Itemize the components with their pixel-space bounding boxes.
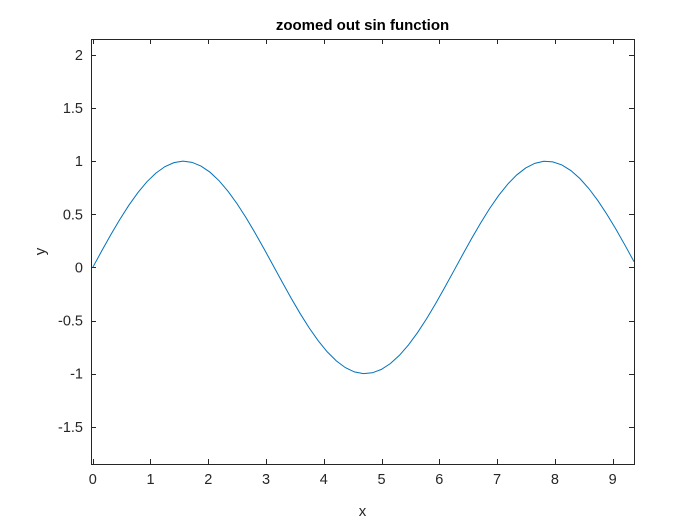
y-tick-label: 1.5 <box>63 101 83 117</box>
axes-box <box>91 39 635 465</box>
x-axis-label: x <box>359 503 367 520</box>
y-tick-label: 1 <box>75 154 83 170</box>
x-tick-label: 1 <box>146 472 154 488</box>
y-tick-label: 2 <box>75 48 83 64</box>
x-tick-label: 5 <box>378 472 386 488</box>
y-axis-ticks: -1.5 -1 -0.5 0 0.5 1 1.5 2 <box>58 48 634 436</box>
x-tick-label: 8 <box>551 472 559 488</box>
x-tick-label: 4 <box>320 472 328 488</box>
x-tick-label: 7 <box>493 472 501 488</box>
x-tick-label: 3 <box>262 472 270 488</box>
x-tick-label: 2 <box>204 472 212 488</box>
y-tick-label: -1.5 <box>58 420 83 436</box>
y-tick-label: 0.5 <box>63 207 83 223</box>
plot-area <box>91 39 634 464</box>
y-axis-label: y <box>32 247 49 255</box>
chart-title: zoomed out sin function <box>276 17 449 34</box>
x-tick-label: 0 <box>89 472 97 488</box>
y-tick-label: -1 <box>70 367 83 383</box>
y-tick-label: 0 <box>75 260 83 276</box>
x-tick-label: 9 <box>609 472 617 488</box>
x-tick-label: 6 <box>435 472 443 488</box>
sin-series-line <box>92 160 635 375</box>
y-tick-label: -0.5 <box>58 314 83 330</box>
